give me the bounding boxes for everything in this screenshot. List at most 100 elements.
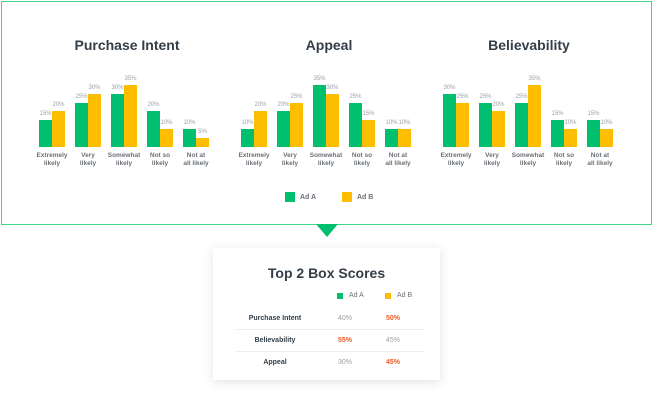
table-row: Believability 55% 45% bbox=[235, 329, 425, 351]
chart-title-believability: Believability bbox=[488, 37, 570, 53]
data-label: 15% bbox=[587, 111, 600, 118]
bar-ad-a bbox=[147, 111, 160, 147]
data-label: 15% bbox=[551, 111, 564, 118]
bar-ad-b bbox=[196, 138, 209, 147]
bar-ad-a bbox=[385, 129, 398, 147]
legend-label-ad-a: Ad A bbox=[300, 193, 317, 201]
category-label: Extremely likely bbox=[36, 152, 68, 167]
cell-ad-a: 40% bbox=[338, 314, 353, 322]
bar-ad-a bbox=[277, 111, 290, 147]
bar-ad-a bbox=[183, 129, 196, 147]
legend-item-ad-b: Ad B bbox=[342, 192, 373, 202]
category-label: Very likely bbox=[483, 152, 501, 167]
row-divider bbox=[235, 329, 425, 330]
bar-ad-b bbox=[88, 93, 101, 147]
data-label: 10% bbox=[600, 120, 613, 127]
data-label: 35% bbox=[528, 75, 541, 82]
data-label: 30% bbox=[326, 84, 339, 91]
category-label: Extremely likely bbox=[440, 152, 472, 167]
column-header-ad-b: Ad B bbox=[385, 292, 412, 299]
chart-title-appeal: Appeal bbox=[305, 37, 353, 53]
bar-ad-b bbox=[528, 84, 541, 147]
legend-swatch-ad-a bbox=[285, 192, 295, 202]
data-label: 20% bbox=[277, 102, 290, 109]
category-label: Somewhat likely bbox=[107, 152, 141, 167]
bar-ad-b bbox=[398, 129, 411, 147]
data-label: 25% bbox=[456, 93, 469, 100]
bar-ad-a bbox=[443, 93, 456, 147]
bar-ad-a bbox=[479, 102, 492, 147]
charts-area: Purchase Intent Appeal Believability Ad … bbox=[36, 37, 613, 202]
row-label: Purchase Intent bbox=[248, 314, 302, 322]
bar-ad-a bbox=[39, 120, 52, 147]
swatch-ad-b bbox=[385, 292, 391, 299]
bar-ad-b bbox=[456, 102, 469, 147]
data-label: 25% bbox=[479, 93, 492, 100]
cell-ad-b: 45% bbox=[386, 336, 401, 344]
data-label: 30% bbox=[111, 84, 124, 91]
data-label: 25% bbox=[290, 93, 303, 100]
column-label-ad-b: Ad B bbox=[397, 292, 413, 299]
cell-ad-a: 55% bbox=[338, 336, 353, 344]
data-label: 10% bbox=[564, 120, 577, 127]
data-label: 30% bbox=[443, 84, 456, 91]
cell-ad-a: 30% bbox=[338, 358, 353, 366]
row-divider bbox=[235, 351, 425, 352]
data-label: 30% bbox=[88, 84, 101, 91]
bar-ad-a bbox=[313, 84, 326, 147]
data-label: 15% bbox=[362, 111, 375, 118]
row-label: Believability bbox=[254, 336, 296, 344]
category-label: Not at all likely bbox=[385, 152, 411, 167]
bar-ad-b bbox=[564, 129, 577, 147]
category-label: Not so likely bbox=[149, 152, 171, 167]
data-label: 25% bbox=[515, 93, 528, 100]
category-label: Very likely bbox=[79, 152, 97, 167]
table-row: Purchase Intent 40% 50% bbox=[235, 307, 425, 329]
category-label: Extremely likely bbox=[238, 152, 270, 167]
bar-ad-a bbox=[75, 102, 88, 147]
table-row: Appeal 30% 45% bbox=[235, 351, 425, 373]
category-label: Not at all likely bbox=[587, 152, 613, 167]
category-label: Very likely bbox=[281, 152, 299, 167]
top-2-box-scores-card: Top 2 Box Scores Ad A Ad B Purchase Inte… bbox=[213, 248, 440, 380]
column-header-ad-a: Ad A bbox=[337, 292, 364, 299]
data-label: 20% bbox=[52, 102, 65, 109]
category-label: Not so likely bbox=[553, 152, 575, 167]
bar-ad-b bbox=[52, 111, 65, 147]
bar-ad-a bbox=[587, 120, 600, 147]
row-label: Appeal bbox=[263, 358, 287, 366]
bar-ad-a bbox=[111, 93, 124, 147]
card-title: Top 2 Box Scores bbox=[267, 265, 386, 281]
data-label: 35% bbox=[313, 75, 326, 82]
swatch-ad-a bbox=[337, 292, 343, 299]
bar-ad-b bbox=[600, 129, 613, 147]
cell-ad-b: 50% bbox=[386, 314, 401, 322]
data-label: 10% bbox=[183, 120, 196, 127]
bar-ad-b bbox=[326, 93, 339, 147]
data-label: 5% bbox=[198, 129, 207, 136]
chart-title-purchase-intent: Purchase Intent bbox=[74, 37, 180, 53]
data-label: 10% bbox=[398, 120, 411, 127]
column-label-ad-a: Ad A bbox=[349, 292, 364, 299]
category-label: Somewhat likely bbox=[309, 152, 343, 167]
bar-ad-b bbox=[290, 102, 303, 147]
legend-item-ad-a: Ad A bbox=[285, 192, 316, 202]
bar-ad-b bbox=[362, 120, 375, 147]
bar-ad-b bbox=[124, 84, 137, 147]
bar-ad-b bbox=[254, 111, 267, 147]
data-label: 35% bbox=[124, 75, 137, 82]
data-label: 10% bbox=[385, 120, 398, 127]
data-label: 15% bbox=[39, 111, 52, 118]
data-label: 20% bbox=[147, 102, 160, 109]
bar-ad-a bbox=[241, 129, 254, 147]
bar-ad-b bbox=[492, 111, 505, 147]
data-label: 10% bbox=[241, 120, 254, 127]
data-label: 20% bbox=[254, 102, 267, 109]
bar-ad-b bbox=[160, 129, 173, 147]
category-label: Not so likely bbox=[351, 152, 373, 167]
down-arrow-icon bbox=[316, 224, 338, 237]
category-label: Not at all likely bbox=[183, 152, 209, 167]
category-label: Somewhat likely bbox=[511, 152, 545, 167]
cell-ad-b: 45% bbox=[386, 358, 401, 366]
bar-ad-a bbox=[515, 102, 528, 147]
